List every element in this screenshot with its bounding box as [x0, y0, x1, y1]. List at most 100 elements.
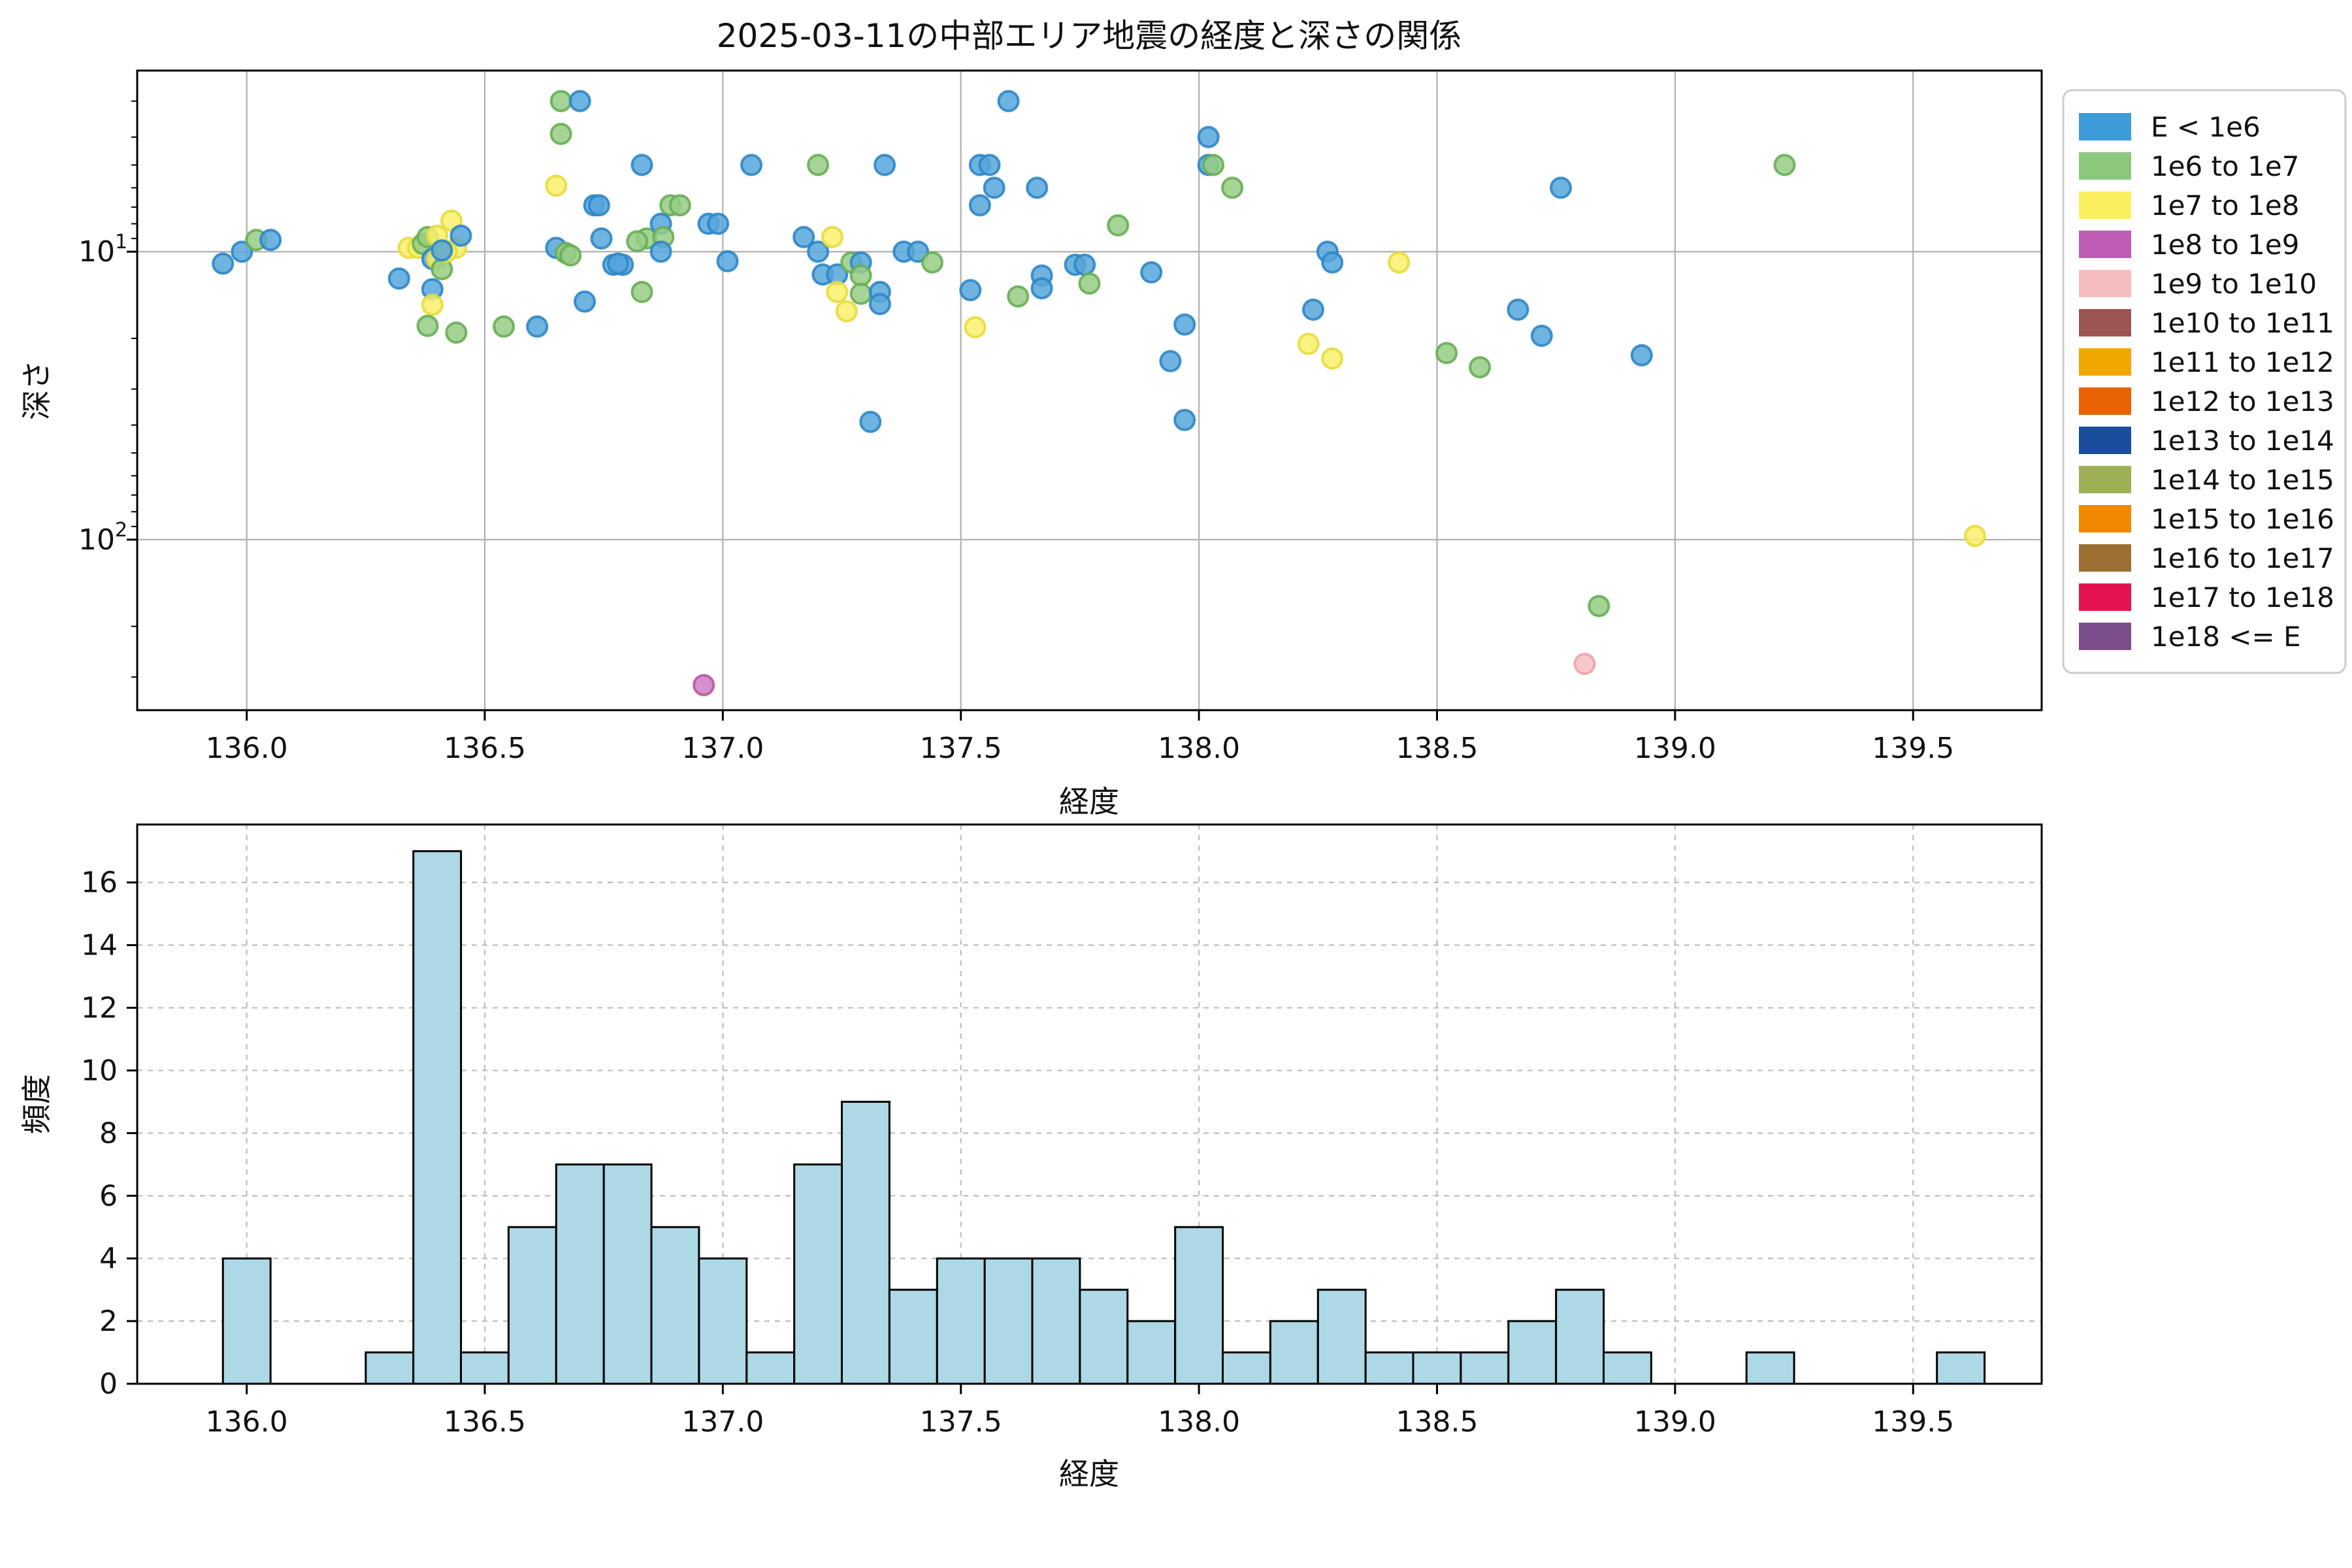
- histogram-bar: [221, 1257, 272, 1385]
- legend-swatch: [2079, 270, 2131, 297]
- data-point: [1550, 176, 1572, 199]
- legend-swatch: [2079, 231, 2131, 258]
- data-point: [964, 316, 987, 338]
- data-point: [387, 267, 410, 290]
- y-tick-label: 2: [99, 1305, 118, 1338]
- x-tick-label: 139.0: [1634, 1405, 1716, 1439]
- data-point: [590, 227, 613, 250]
- x-tick-label: 139.5: [1872, 1405, 1954, 1439]
- histogram-bar: [983, 1257, 1034, 1385]
- y-tick-label: 8: [99, 1117, 118, 1150]
- legend-swatch: [2079, 466, 2131, 493]
- x-tick-label: 139.5: [1872, 732, 1954, 765]
- x-tick-label: 137.5: [920, 732, 1002, 765]
- y-tick-label: 0: [99, 1367, 118, 1401]
- data-point: [1202, 154, 1224, 176]
- legend-label: 1e13 to 1e14: [2151, 425, 2334, 457]
- data-point: [1173, 408, 1196, 431]
- data-point: [1159, 350, 1182, 372]
- data-point: [649, 240, 672, 263]
- data-point: [431, 239, 453, 262]
- data-point: [968, 194, 991, 217]
- data-point: [1140, 261, 1163, 284]
- data-point: [1073, 253, 1096, 276]
- data-point: [668, 194, 691, 217]
- legend-swatch: [2079, 623, 2131, 650]
- y-tick-label: 102: [78, 519, 127, 557]
- data-point: [921, 251, 943, 274]
- legend-swatch: [2079, 152, 2131, 180]
- x-tick-label: 136.5: [444, 1405, 526, 1439]
- histogram-bar: [1936, 1351, 1986, 1385]
- scatter-ticks: 136.0 136.5 137.0 137.5 138.0 138.5 139.0 139.5…: [78, 100, 1954, 765]
- data-point: [626, 230, 649, 253]
- data-point: [1026, 176, 1049, 199]
- data-point: [859, 410, 882, 433]
- legend-label: 1e9 to 1e10: [2151, 268, 2317, 300]
- data-point: [868, 293, 891, 316]
- energy-legend: E < 1e6 1e6 to 1e7 1e7 to 1e8 1e8 to 1e9 1e9…: [2062, 89, 2347, 674]
- x-tick-label: 138.5: [1396, 1405, 1478, 1439]
- legend-label: 1e12 to 1e13: [2151, 385, 2334, 417]
- legend-swatch: [2079, 191, 2131, 219]
- data-point: [740, 154, 763, 176]
- data-point: [978, 154, 1001, 176]
- histogram-bar: [698, 1257, 748, 1385]
- data-point: [959, 279, 982, 302]
- data-point: [849, 282, 872, 305]
- data-point: [1573, 653, 1596, 676]
- histogram-ticks: 136.0 136.5 137.0 137.5 138.0 138.5 139.0 139.5…: [81, 866, 1954, 1439]
- legend-label: 1e15 to 1e16: [2151, 503, 2334, 535]
- histogram-bar: [1460, 1351, 1510, 1385]
- histogram-bar: [841, 1100, 890, 1385]
- y-tick-label: 6: [99, 1179, 118, 1213]
- histogram-ylabel: 頻度: [19, 1074, 54, 1134]
- data-point: [574, 290, 596, 313]
- y-tick-label: 4: [99, 1242, 118, 1275]
- x-tick-label: 136.5: [444, 732, 526, 765]
- data-point: [1588, 595, 1610, 617]
- data-point: [807, 154, 830, 176]
- scatter-xlabel: 経度: [1059, 784, 1119, 819]
- data-point: [1197, 125, 1220, 148]
- chart-title: 2025-03-11の中部エリア地震の経度と深さの関係: [717, 17, 1462, 55]
- data-point: [212, 252, 235, 275]
- legend-label: 1e14 to 1e15: [2151, 464, 2334, 496]
- histogram-bar: [412, 850, 463, 1385]
- histogram-bar: [936, 1257, 986, 1385]
- histogram-bar: [1079, 1288, 1129, 1385]
- legend-swatch: [2079, 387, 2131, 415]
- legend-swatch: [2079, 505, 2131, 532]
- scatter-axes-frame: [136, 69, 2043, 711]
- data-point: [549, 90, 572, 112]
- data-point: [231, 240, 253, 263]
- data-point: [1964, 525, 1986, 547]
- x-tick-label: 138.0: [1158, 1405, 1240, 1439]
- data-point: [1773, 154, 1796, 176]
- legend-label: E < 1e6: [2151, 111, 2261, 143]
- y-tick-label: 16: [81, 866, 118, 900]
- histogram-bar: [1222, 1351, 1271, 1385]
- data-point: [1321, 251, 1344, 274]
- data-point: [630, 154, 653, 176]
- legend-swatch: [2079, 348, 2131, 376]
- histogram-bar: [1412, 1351, 1462, 1385]
- data-point: [826, 280, 849, 303]
- legend-swatch: [2079, 113, 2131, 140]
- data-point: [693, 674, 715, 696]
- y-tick-label: 10: [81, 1054, 118, 1087]
- data-point: [449, 224, 472, 247]
- data-point: [1078, 272, 1101, 295]
- x-tick-label: 137.0: [681, 1405, 764, 1439]
- histogram-bar: [888, 1288, 938, 1385]
- histogram-bar: [602, 1163, 653, 1385]
- legend-label: 1e8 to 1e9: [2151, 229, 2299, 261]
- x-tick-label: 136.0: [206, 1405, 288, 1439]
- data-point: [1302, 299, 1324, 321]
- histogram-bar: [365, 1351, 415, 1385]
- data-point: [792, 225, 815, 248]
- legend-label: 1e10 to 1e11: [2151, 307, 2334, 339]
- legend-box: [2062, 89, 2347, 674]
